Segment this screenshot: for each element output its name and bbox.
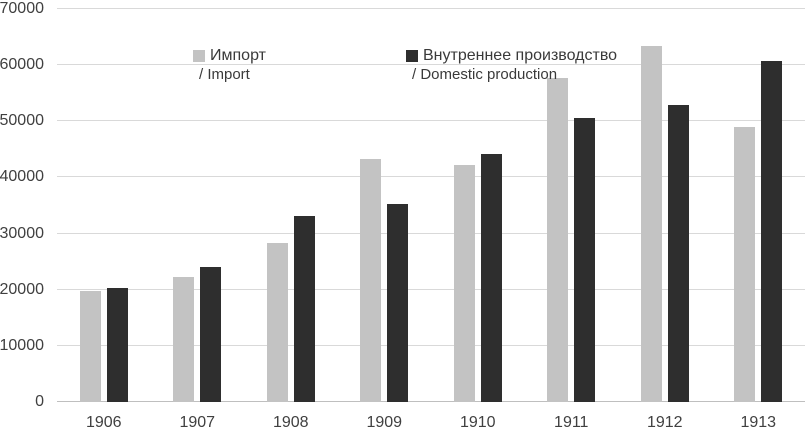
x-tick-label-1907: 1907	[179, 414, 216, 431]
legend-swatch-domestic	[406, 50, 418, 62]
bar-group-1912	[618, 9, 712, 402]
bar-group-1909	[338, 9, 432, 402]
bar-group-1911	[525, 9, 619, 402]
y-tick-label-50000: 50000	[0, 112, 44, 130]
bar-group-1910	[431, 9, 525, 402]
y-tick-label-60000: 60000	[0, 56, 44, 74]
bar-group-1906	[57, 9, 151, 402]
gridline-20000	[57, 288, 805, 290]
legend-sublabel-import: / Import	[199, 66, 250, 83]
x-tick-label-1910: 1910	[459, 414, 496, 431]
x-axis-line	[57, 401, 805, 402]
y-tick-label-30000: 30000	[0, 224, 44, 242]
bar-import-1907	[173, 277, 195, 402]
legend-item-domestic: Внутреннее производство / Domestic produ…	[406, 46, 617, 84]
bar-import-1910	[453, 164, 475, 402]
x-tick-label-1913: 1913	[740, 414, 777, 431]
legend-label-import: Импорт	[210, 47, 266, 64]
gridline-40000	[57, 176, 805, 178]
x-tick-label-1911: 1911	[554, 414, 589, 431]
y-tick-label-70000: 70000	[0, 0, 44, 17]
legend-label-domestic: Внутреннее производство	[423, 47, 618, 64]
y-tick-label-10000: 10000	[0, 336, 44, 354]
gridline-30000	[57, 232, 805, 234]
x-tick-label-1908: 1908	[272, 414, 309, 431]
gridline-70000	[57, 8, 805, 9]
x-tick-label-1906: 1906	[85, 414, 122, 431]
bar-domestic-1908	[293, 216, 315, 402]
bar-group-1908	[244, 9, 338, 402]
bar-import-1909	[360, 158, 382, 402]
bar-group-1907	[151, 9, 245, 402]
bar-domestic-1912	[667, 105, 689, 402]
bar-domestic-1913	[761, 61, 783, 402]
bar-domestic-1909	[387, 204, 409, 402]
x-tick-label-1909: 1909	[366, 414, 403, 431]
legend-sublabel-domestic: / Domestic production	[412, 66, 558, 83]
bar-import-1906	[79, 290, 101, 402]
x-tick-label-1912: 1912	[646, 414, 683, 431]
bar-domestic-1907	[200, 266, 222, 402]
bar-domestic-1910	[480, 153, 502, 402]
bar-group-1913	[712, 9, 805, 402]
bar-import-1911	[547, 77, 569, 402]
y-tick-label-40000: 40000	[0, 168, 44, 186]
bar-import-1908	[266, 242, 288, 402]
bar-groups	[57, 9, 805, 402]
gridline-10000	[57, 344, 805, 346]
gridline-60000	[57, 64, 805, 66]
y-axis-labels: 0 10000 20000 30000 40000 50000 60000 70000	[0, 1, 44, 410]
x-axis-labels: 1906 1907 1908 1909 1910 1911 1912 1913	[57, 413, 805, 433]
legend-swatch-import	[193, 50, 205, 62]
bar-import-1912	[640, 45, 662, 402]
y-tick-label-0: 0	[35, 393, 44, 410]
bar-import-1913	[734, 127, 756, 402]
bar-domestic-1906	[106, 288, 128, 402]
plot-area	[57, 8, 805, 402]
legend-item-import: Импорт / Import	[193, 46, 266, 84]
bar-domestic-1911	[574, 118, 596, 402]
gridline-50000	[57, 120, 805, 122]
y-tick-label-20000: 20000	[0, 280, 44, 298]
